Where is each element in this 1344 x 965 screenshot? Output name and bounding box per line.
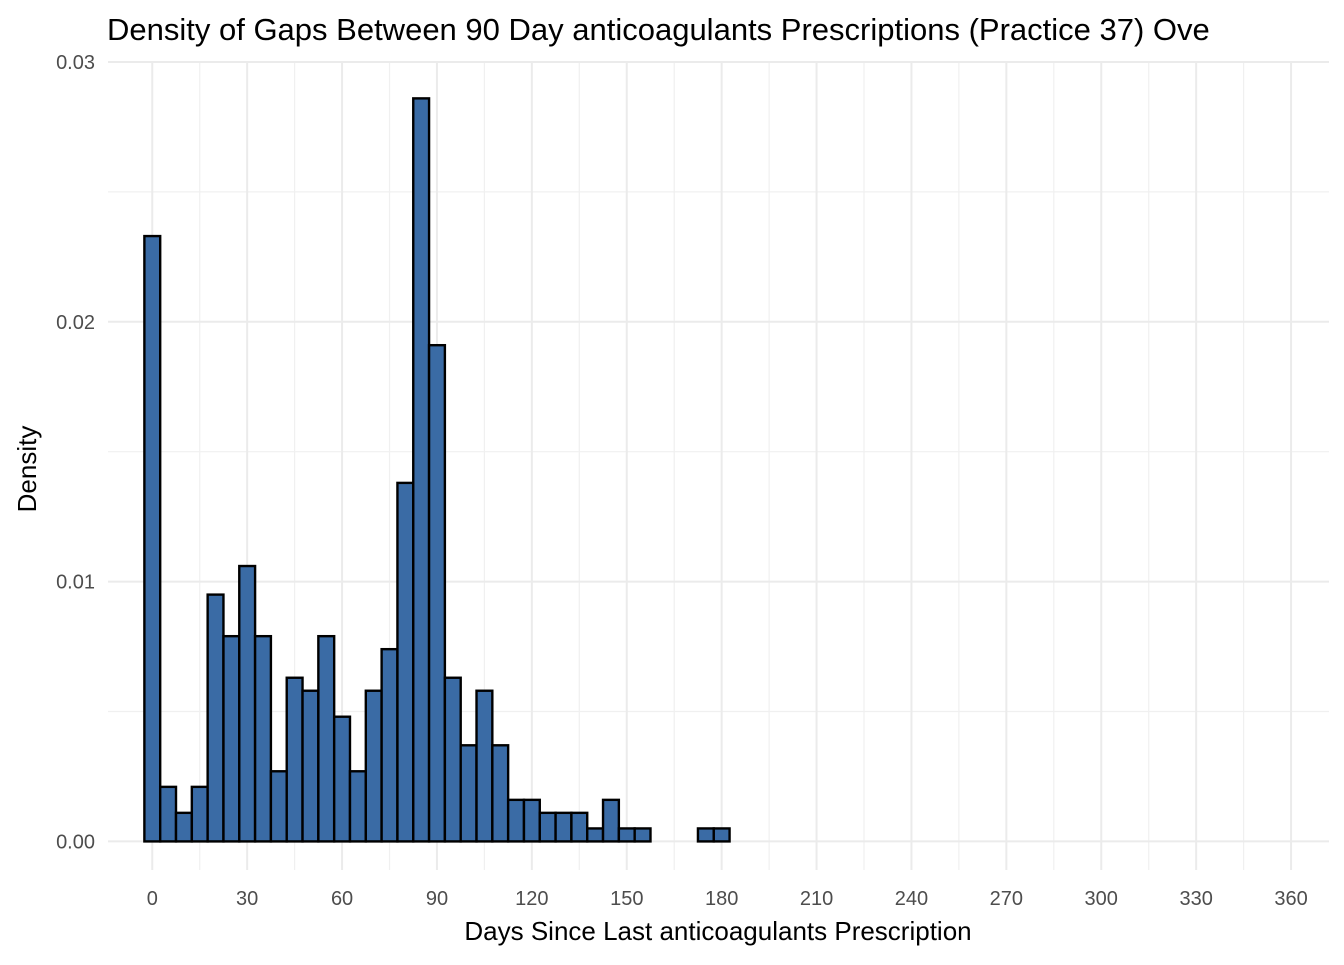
histogram-bar: [269, 770, 288, 843]
histogram-bar: [427, 343, 447, 843]
histogram-bar: [617, 827, 636, 843]
histogram-bar: [285, 676, 304, 843]
histogram-bar: [412, 97, 431, 843]
histogram-bar: [522, 798, 541, 843]
histogram-bar: [396, 481, 415, 843]
x-axis-ticks: 0 30 60 90 120 150 180 210 240 270 300 330 360: [147, 888, 1308, 910]
y-tick-label: 0.00: [56, 831, 95, 853]
x-tick-label: 300: [1085, 888, 1118, 910]
histogram-bars: [143, 97, 731, 843]
y-axis-title: Density: [12, 426, 42, 513]
histogram-bar: [712, 827, 731, 843]
x-tick-label: 360: [1274, 888, 1307, 910]
histogram-bar: [696, 827, 715, 843]
histogram-bar: [253, 634, 273, 843]
grid-lines: [108, 61, 1329, 870]
histogram-bar: [491, 744, 510, 843]
chart-title: Density of Gaps Between 90 Day anticoagu…: [107, 12, 1210, 47]
histogram-bar: [348, 770, 368, 843]
histogram-bar: [443, 676, 462, 843]
x-tick-label: 0: [147, 888, 158, 910]
histogram-bar: [222, 634, 241, 843]
histogram-bar: [538, 811, 557, 843]
histogram-bar: [238, 564, 257, 843]
histogram-bar: [143, 234, 162, 843]
x-tick-label: 270: [990, 888, 1023, 910]
x-tick-label: 210: [800, 888, 833, 910]
histogram-bar: [506, 798, 526, 843]
x-tick-label: 180: [705, 888, 738, 910]
y-axis-ticks: 0.00 0.01 0.02 0.03: [56, 52, 95, 853]
histogram-bar: [190, 785, 209, 843]
x-tick-label: 60: [331, 888, 353, 910]
histogram-bar: [475, 689, 494, 843]
histogram-bar: [601, 798, 621, 843]
x-tick-label: 240: [895, 888, 928, 910]
x-tick-label: 120: [515, 888, 548, 910]
x-tick-label: 330: [1179, 888, 1212, 910]
histogram-bar: [301, 689, 320, 843]
histogram-bar: [206, 593, 225, 843]
histogram-bar: [332, 715, 352, 843]
histogram-bar: [174, 811, 194, 843]
histogram-bar: [459, 744, 478, 843]
x-tick-label: 30: [236, 888, 258, 910]
y-tick-label: 0.01: [56, 572, 95, 594]
x-tick-label: 150: [610, 888, 643, 910]
histogram-bar: [586, 827, 605, 843]
histogram-bar: [633, 827, 652, 843]
x-tick-label: 90: [426, 888, 448, 910]
y-tick-label: 0.03: [56, 52, 95, 74]
x-axis-title: Days Since Last anticoagulants Prescript…: [464, 916, 971, 946]
y-tick-label: 0.02: [56, 312, 95, 334]
histogram-bar: [317, 634, 336, 843]
histogram-bar: [364, 689, 383, 843]
histogram-bar: [554, 811, 573, 843]
histogram-bar: [158, 785, 178, 843]
histogram-bar: [570, 811, 589, 843]
histogram-bar: [380, 647, 399, 843]
